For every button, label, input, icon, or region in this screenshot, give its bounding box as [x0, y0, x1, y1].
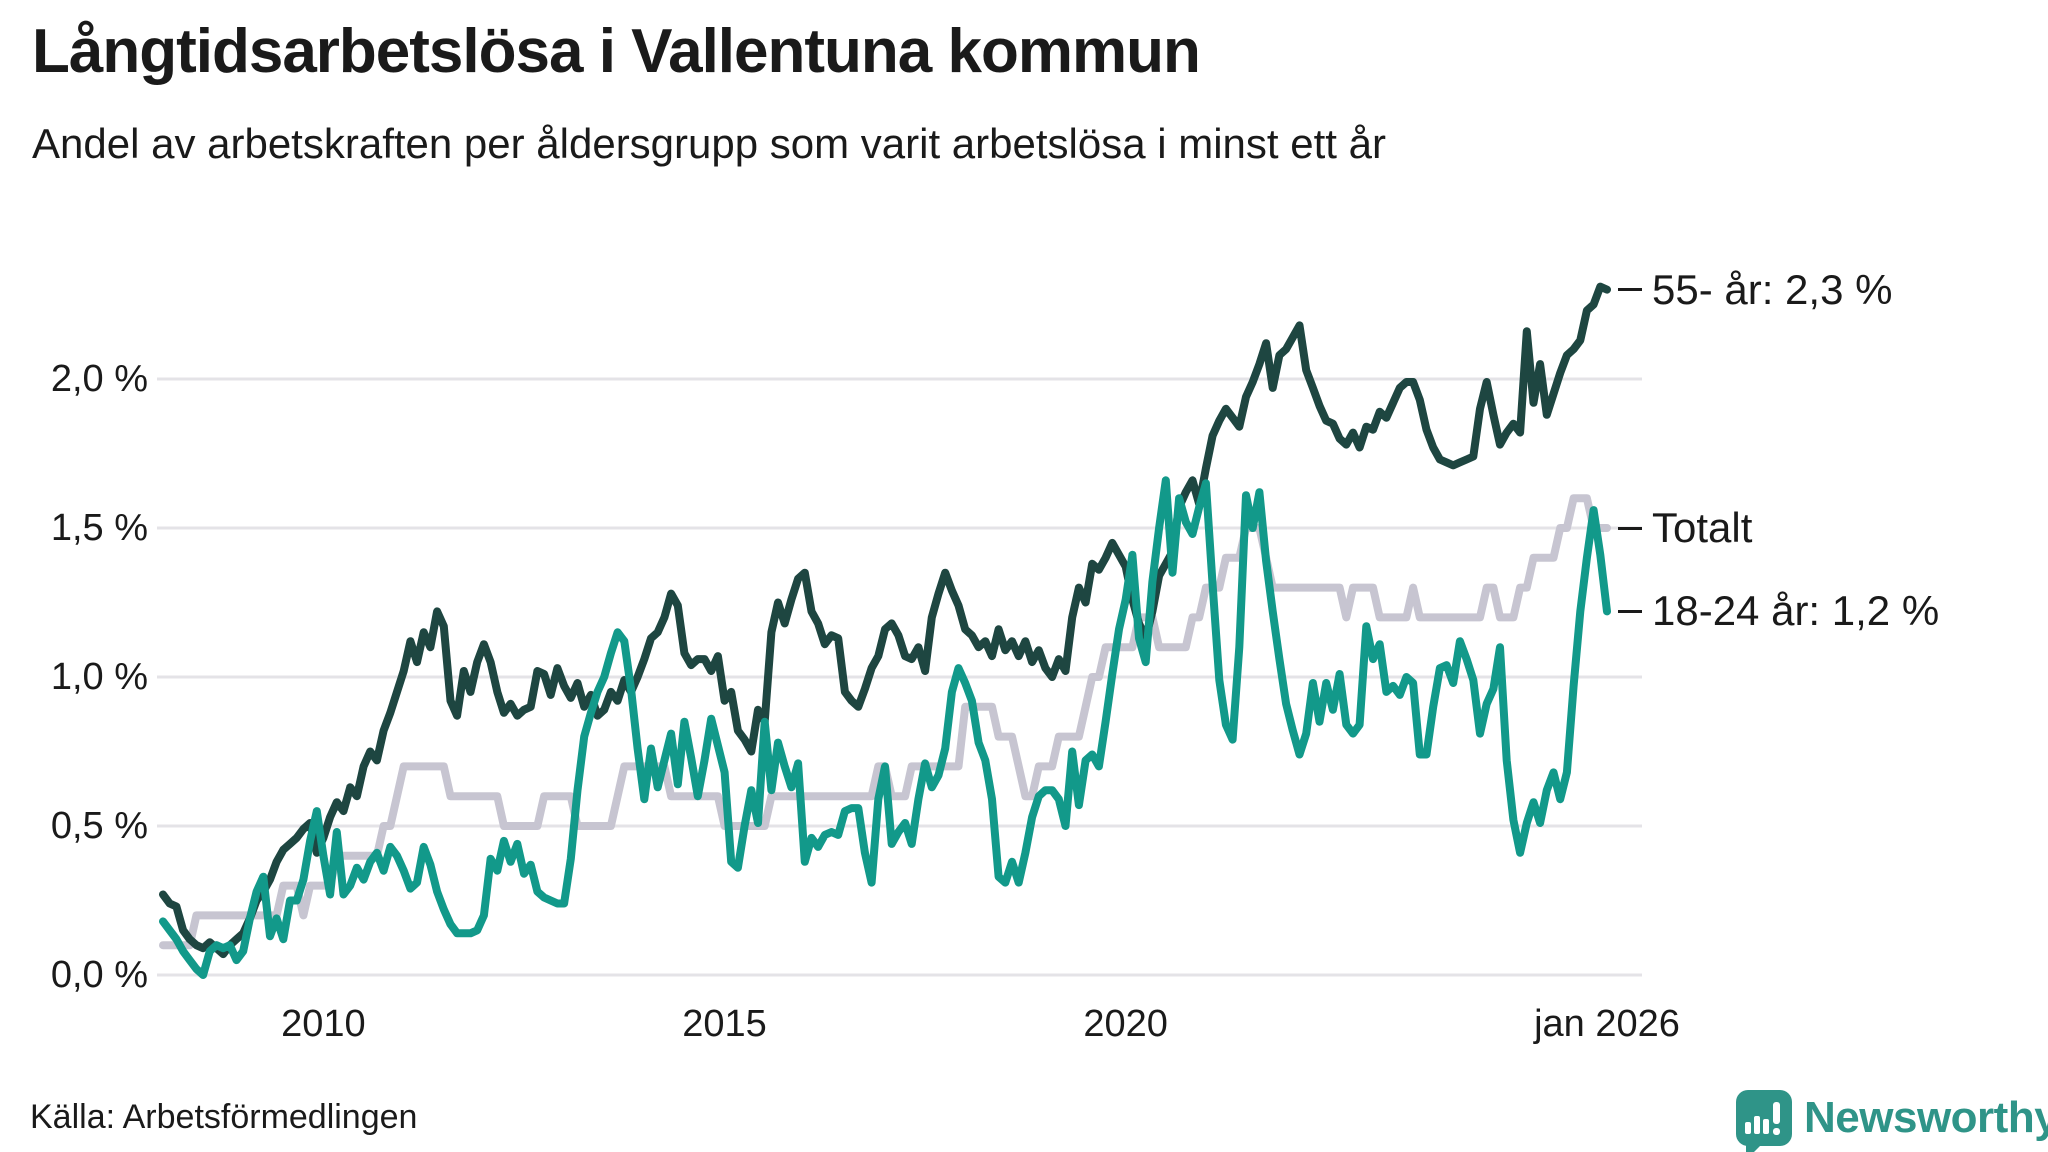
newsworthy-wordmark: Newsworthy: [1804, 1093, 2048, 1142]
x-tick-label-2020: 2020: [1083, 1003, 1168, 1045]
series-label-dash-icon: [1618, 609, 1642, 613]
page-title: Långtidsarbetslösa i Vallentuna kommun: [32, 17, 1201, 86]
newsworthy-logo-icon: [1736, 1090, 1792, 1152]
x-tick-label-jan-2026: jan 2026: [1534, 1003, 1680, 1045]
source-note: Källa: Arbetsförmedlingen: [30, 1098, 418, 1136]
logo-bars-icon: [1745, 1102, 1780, 1135]
series-label-totalt: Totalt: [1618, 504, 1752, 552]
series-line-18-24 år: [159, 476, 1611, 979]
series-label-18-24: 18-24 år: 1,2 %: [1618, 587, 1939, 635]
y-tick-label-2: 1,0 %: [50, 656, 148, 698]
x-tick-label-2010: 2010: [281, 1003, 366, 1045]
series-label-text: 18-24 år: 1,2 %: [1652, 587, 1940, 635]
series-line-Totalt: [159, 494, 1611, 950]
series-label-text: 55- år: 2,3 %: [1652, 265, 1893, 313]
y-tick-label-4: 2,0 %: [50, 358, 148, 400]
series-label-55-plus: 55- år: 2,3 %: [1618, 266, 1892, 314]
series-label-dash-icon: [1618, 288, 1642, 292]
series-label-text: Totalt: [1652, 504, 1753, 551]
page-subtitle: Andel av arbetskraften per åldersgrupp s…: [32, 120, 1386, 167]
newsworthy-logo: Newsworthy: [1736, 1090, 2048, 1152]
y-tick-label-3: 1,5 %: [50, 507, 148, 549]
series-line-55- år: [159, 282, 1611, 959]
logo-bubble-tail: [1746, 1144, 1762, 1152]
y-tick-label-0: 0,0 %: [50, 954, 148, 996]
x-tick-label-2015: 2015: [682, 1003, 767, 1045]
series-label-dash-icon: [1618, 526, 1642, 530]
y-tick-label-1: 0,5 %: [50, 805, 148, 847]
